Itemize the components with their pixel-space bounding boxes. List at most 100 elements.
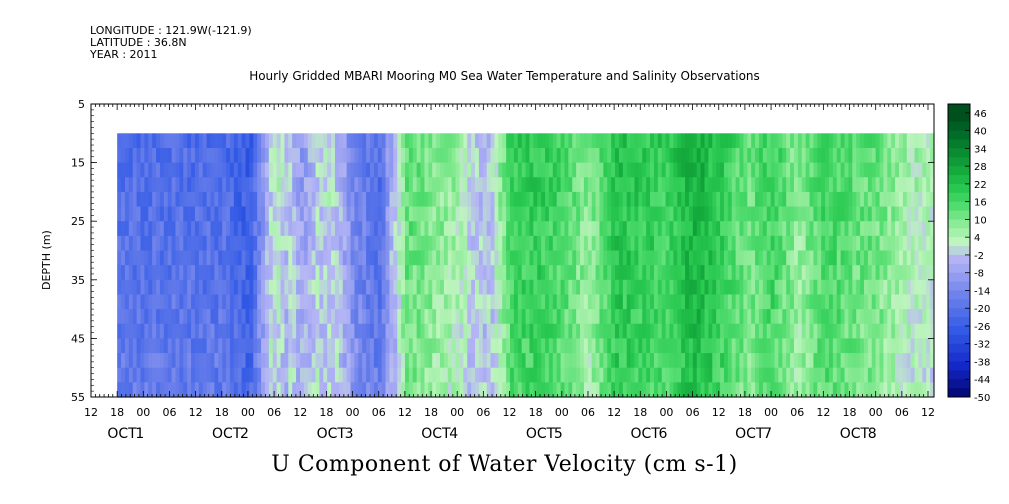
heatmap-cell xyxy=(673,367,678,383)
heatmap-cell xyxy=(895,279,900,296)
heatmap-cell xyxy=(222,279,227,296)
heatmap-cell xyxy=(428,162,433,178)
heatmap-cell xyxy=(696,235,702,252)
heatmap-cell xyxy=(704,367,709,383)
heatmap-cell xyxy=(475,250,480,266)
heatmap-cell xyxy=(930,147,935,164)
heatmap-cell xyxy=(700,294,706,310)
heatmap-cell xyxy=(922,191,927,208)
heatmap-cell xyxy=(315,382,321,398)
heatmap-cell xyxy=(401,133,406,149)
heatmap-cell xyxy=(136,294,142,310)
heatmap-cell xyxy=(455,382,461,398)
heatmap-cell xyxy=(187,133,192,149)
heatmap-cell xyxy=(420,250,426,266)
heatmap-cell xyxy=(712,250,717,266)
x-hour-tick-label: 06 xyxy=(895,406,909,419)
heatmap-cell xyxy=(622,250,628,266)
heatmap-cell xyxy=(315,206,321,222)
heatmap-cell xyxy=(661,265,667,281)
heatmap-cell xyxy=(786,221,791,237)
heatmap-cell xyxy=(385,221,391,237)
heatmap-cell xyxy=(241,206,247,222)
heatmap-cell xyxy=(443,294,449,310)
heatmap-cell xyxy=(786,294,791,310)
heatmap-cell xyxy=(210,309,215,325)
heatmap-cell xyxy=(638,221,643,237)
heatmap-cell xyxy=(510,323,515,339)
heatmap-cell xyxy=(416,323,422,339)
heatmap-cell xyxy=(218,147,223,164)
x-hour-tick-label: 06 xyxy=(476,406,490,419)
heatmap-cell xyxy=(797,294,803,310)
heatmap-cell xyxy=(237,250,243,266)
heatmap-cell xyxy=(128,309,134,325)
heatmap-cell xyxy=(766,353,772,369)
heatmap-cell xyxy=(202,162,208,178)
heatmap-cell xyxy=(471,382,476,398)
heatmap-cell xyxy=(385,382,391,398)
heatmap-cell xyxy=(583,191,589,208)
heatmap-cell xyxy=(618,206,624,222)
heatmap-cell xyxy=(163,133,169,149)
heatmap-cell xyxy=(463,221,468,237)
heatmap-cell xyxy=(210,162,215,178)
heatmap-cell xyxy=(327,338,332,354)
heatmap-cell xyxy=(311,191,317,208)
heatmap-cell xyxy=(362,367,367,383)
heatmap-cell xyxy=(650,309,655,325)
heatmap-cell xyxy=(704,162,709,178)
heatmap-cell xyxy=(743,353,748,369)
heatmap-cell xyxy=(331,177,336,193)
heatmap-cell xyxy=(634,323,639,339)
heatmap-cell xyxy=(187,250,192,266)
heatmap-cell xyxy=(552,338,558,354)
heatmap-cell xyxy=(848,250,853,266)
heatmap-cell xyxy=(611,265,616,281)
heatmap-cell xyxy=(451,353,457,369)
heatmap-cell xyxy=(451,147,457,164)
heatmap-cell xyxy=(548,191,554,208)
heatmap-cell xyxy=(871,250,877,266)
heatmap-cell xyxy=(875,221,881,237)
heatmap-cell xyxy=(828,147,834,164)
heatmap-cell xyxy=(642,206,647,222)
heatmap-cell xyxy=(852,235,857,252)
heatmap-cell xyxy=(809,338,815,354)
heatmap-cell xyxy=(486,147,492,164)
heatmap-cell xyxy=(389,382,394,398)
heatmap-cell xyxy=(774,323,780,339)
heatmap-cell xyxy=(397,162,402,178)
heatmap-cell xyxy=(401,353,406,369)
heatmap-cell xyxy=(323,382,328,398)
heatmap-cell xyxy=(428,235,433,252)
heatmap-cell xyxy=(634,191,639,208)
heatmap-cell xyxy=(599,367,604,383)
heatmap-cell xyxy=(264,294,270,310)
heatmap-cell xyxy=(459,338,464,354)
heatmap-cell xyxy=(560,294,566,310)
heatmap-cell xyxy=(486,279,492,296)
heatmap-cell xyxy=(622,367,628,383)
heatmap-cell xyxy=(583,235,589,252)
heatmap-cell xyxy=(743,294,748,310)
heatmap-cell xyxy=(226,162,231,178)
heatmap-cell xyxy=(249,338,254,354)
heatmap-cell xyxy=(762,323,768,339)
heatmap-cell xyxy=(587,250,593,266)
heatmap-cell xyxy=(210,177,215,193)
heatmap-cell xyxy=(657,265,663,281)
heatmap-cell xyxy=(140,177,145,193)
heatmap-cell xyxy=(241,279,247,296)
heatmap-cell xyxy=(716,191,721,208)
heatmap-cell xyxy=(685,265,690,281)
heatmap-cell xyxy=(580,177,585,193)
heatmap-cell xyxy=(198,133,204,149)
heatmap-cell xyxy=(751,338,756,354)
heatmap-cell xyxy=(634,294,639,310)
heatmap-cell xyxy=(704,221,709,237)
heatmap-cell xyxy=(175,147,180,164)
heatmap-cell xyxy=(494,177,499,193)
heatmap-cell xyxy=(910,177,916,193)
heatmap-cell xyxy=(930,353,935,369)
